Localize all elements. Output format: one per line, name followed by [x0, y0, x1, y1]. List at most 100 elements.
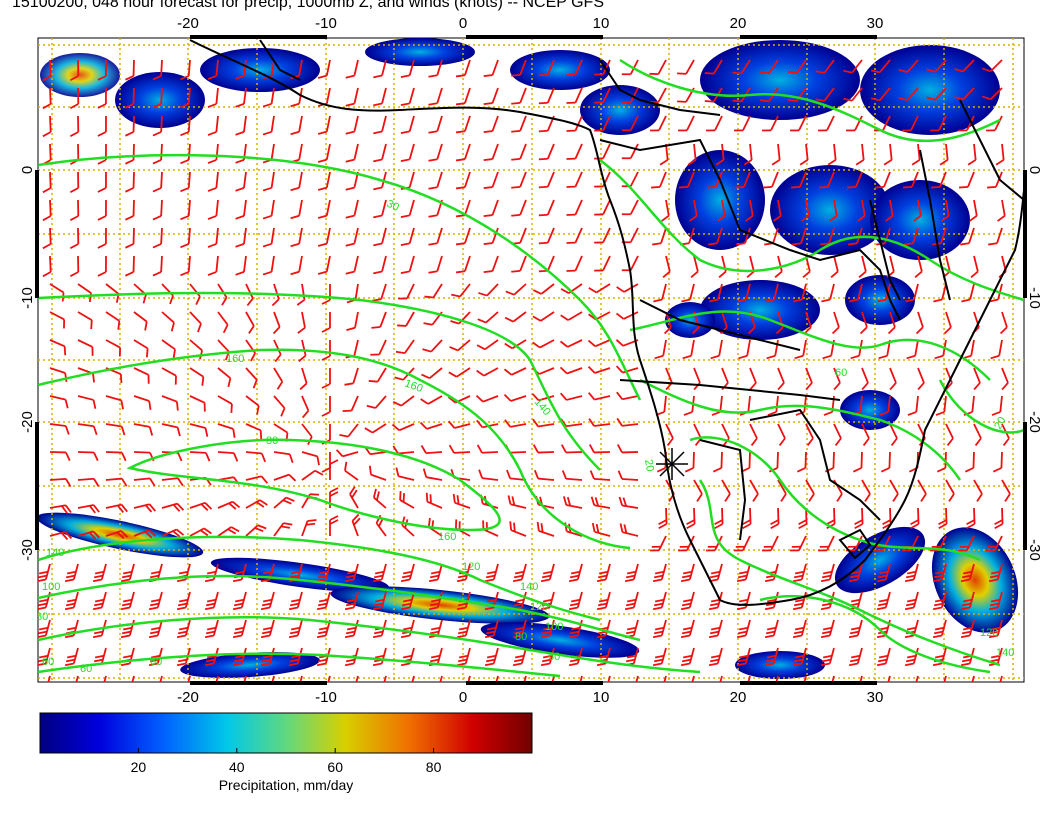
wind-barb [400, 563, 415, 583]
wind-barb [566, 115, 583, 132]
wind-barb [709, 283, 723, 303]
svg-text:30: 30 [385, 198, 401, 214]
wind-barb [596, 591, 611, 611]
wind-barb [734, 115, 751, 132]
wind-barb [400, 199, 415, 218]
wind-barb [133, 311, 148, 331]
svg-text:-10: -10 [315, 689, 337, 706]
wind-barb [245, 475, 268, 484]
wind-barb [988, 591, 1003, 611]
wind-barb [690, 255, 699, 279]
wind-barb [452, 493, 471, 509]
wind-barb [400, 227, 415, 246]
wind-barb [447, 420, 471, 429]
wind-barb [538, 199, 555, 217]
wind-barb [217, 367, 232, 388]
wind-barb [721, 367, 729, 391]
wind-barb [316, 619, 331, 639]
wind-barb [476, 367, 499, 377]
wind-barb [790, 535, 807, 552]
svg-text:30: 30 [867, 689, 884, 706]
wind-barb [301, 451, 320, 466]
svg-text:120: 120 [530, 601, 548, 613]
wind-barb [189, 451, 211, 462]
wind-barb [621, 87, 639, 104]
wind-barb [652, 227, 667, 246]
wind-barb [833, 367, 841, 391]
wind-barb [820, 647, 835, 667]
wind-barb [858, 255, 867, 279]
wind-barb [273, 339, 282, 363]
wind-barb [848, 563, 863, 583]
wind-barb [235, 255, 247, 276]
wind-barb [262, 255, 275, 276]
wind-barb [818, 115, 835, 132]
wind-barb [848, 647, 863, 667]
wind-barb [681, 283, 695, 303]
lat-labels-left: 0 -10 -20 -30 [19, 166, 36, 561]
wind-barb [477, 311, 499, 324]
wind-barb [176, 591, 191, 611]
wind-barb [966, 507, 976, 530]
wind-barb [876, 563, 891, 583]
wind-barb [245, 395, 260, 415]
wind-barb [232, 591, 247, 611]
wind-barb [857, 199, 866, 222]
wind-barb [926, 87, 947, 101]
wind-barb [649, 59, 667, 75]
wind-barb [621, 143, 639, 160]
wind-barb [736, 619, 751, 639]
wind-barb [540, 619, 555, 639]
wind-barb [511, 87, 527, 105]
wind-barb [632, 675, 639, 682]
wind-barb [594, 87, 611, 104]
wind-barb [511, 199, 527, 217]
wind-barb [262, 87, 275, 108]
wind-barb [591, 522, 611, 537]
lon-labels-top: -20 -10 0 10 20 30 [177, 15, 883, 32]
wind-barb [483, 115, 499, 133]
wind-barb [273, 496, 295, 509]
wind-barb [777, 479, 787, 502]
wind-barb [820, 563, 835, 583]
wind-barb [262, 171, 275, 192]
wind-barb [938, 507, 948, 530]
wind-barb [428, 143, 443, 162]
wind-barb [548, 675, 555, 682]
wind-barb [125, 115, 135, 137]
wind-barb [986, 535, 1003, 552]
wind-barb [687, 143, 697, 166]
wind-barb [298, 339, 307, 362]
svg-text:140: 140 [520, 581, 538, 593]
wind-barb [207, 115, 219, 136]
wind-barb [49, 451, 71, 461]
wind-barb [339, 423, 359, 438]
wind-barb [455, 115, 471, 134]
wind-barb [345, 255, 359, 275]
wind-barb [100, 675, 107, 682]
wind-barb [624, 563, 639, 583]
svg-text:80: 80 [515, 631, 527, 643]
wind-barb [317, 199, 331, 219]
wind-barb [604, 675, 611, 682]
wind-barb [986, 115, 1003, 132]
wind-barb [105, 395, 124, 410]
wind-barb [945, 479, 955, 502]
wind-barb [717, 199, 726, 222]
svg-text:0: 0 [459, 15, 467, 32]
wind-barb [520, 675, 527, 682]
wind-barb [588, 418, 611, 427]
wind-barb [395, 339, 415, 354]
wind-barb [764, 591, 779, 611]
wind-barb [507, 495, 527, 509]
wind-barb [245, 524, 267, 537]
wind-barb [787, 59, 807, 74]
svg-text:-20: -20 [1026, 411, 1043, 433]
wind-barb [931, 171, 947, 189]
wind-barb [484, 647, 499, 667]
wind-barb [736, 563, 751, 583]
wind-barb [42, 199, 52, 222]
wind-barb [560, 444, 583, 454]
wind-barb [483, 87, 499, 105]
